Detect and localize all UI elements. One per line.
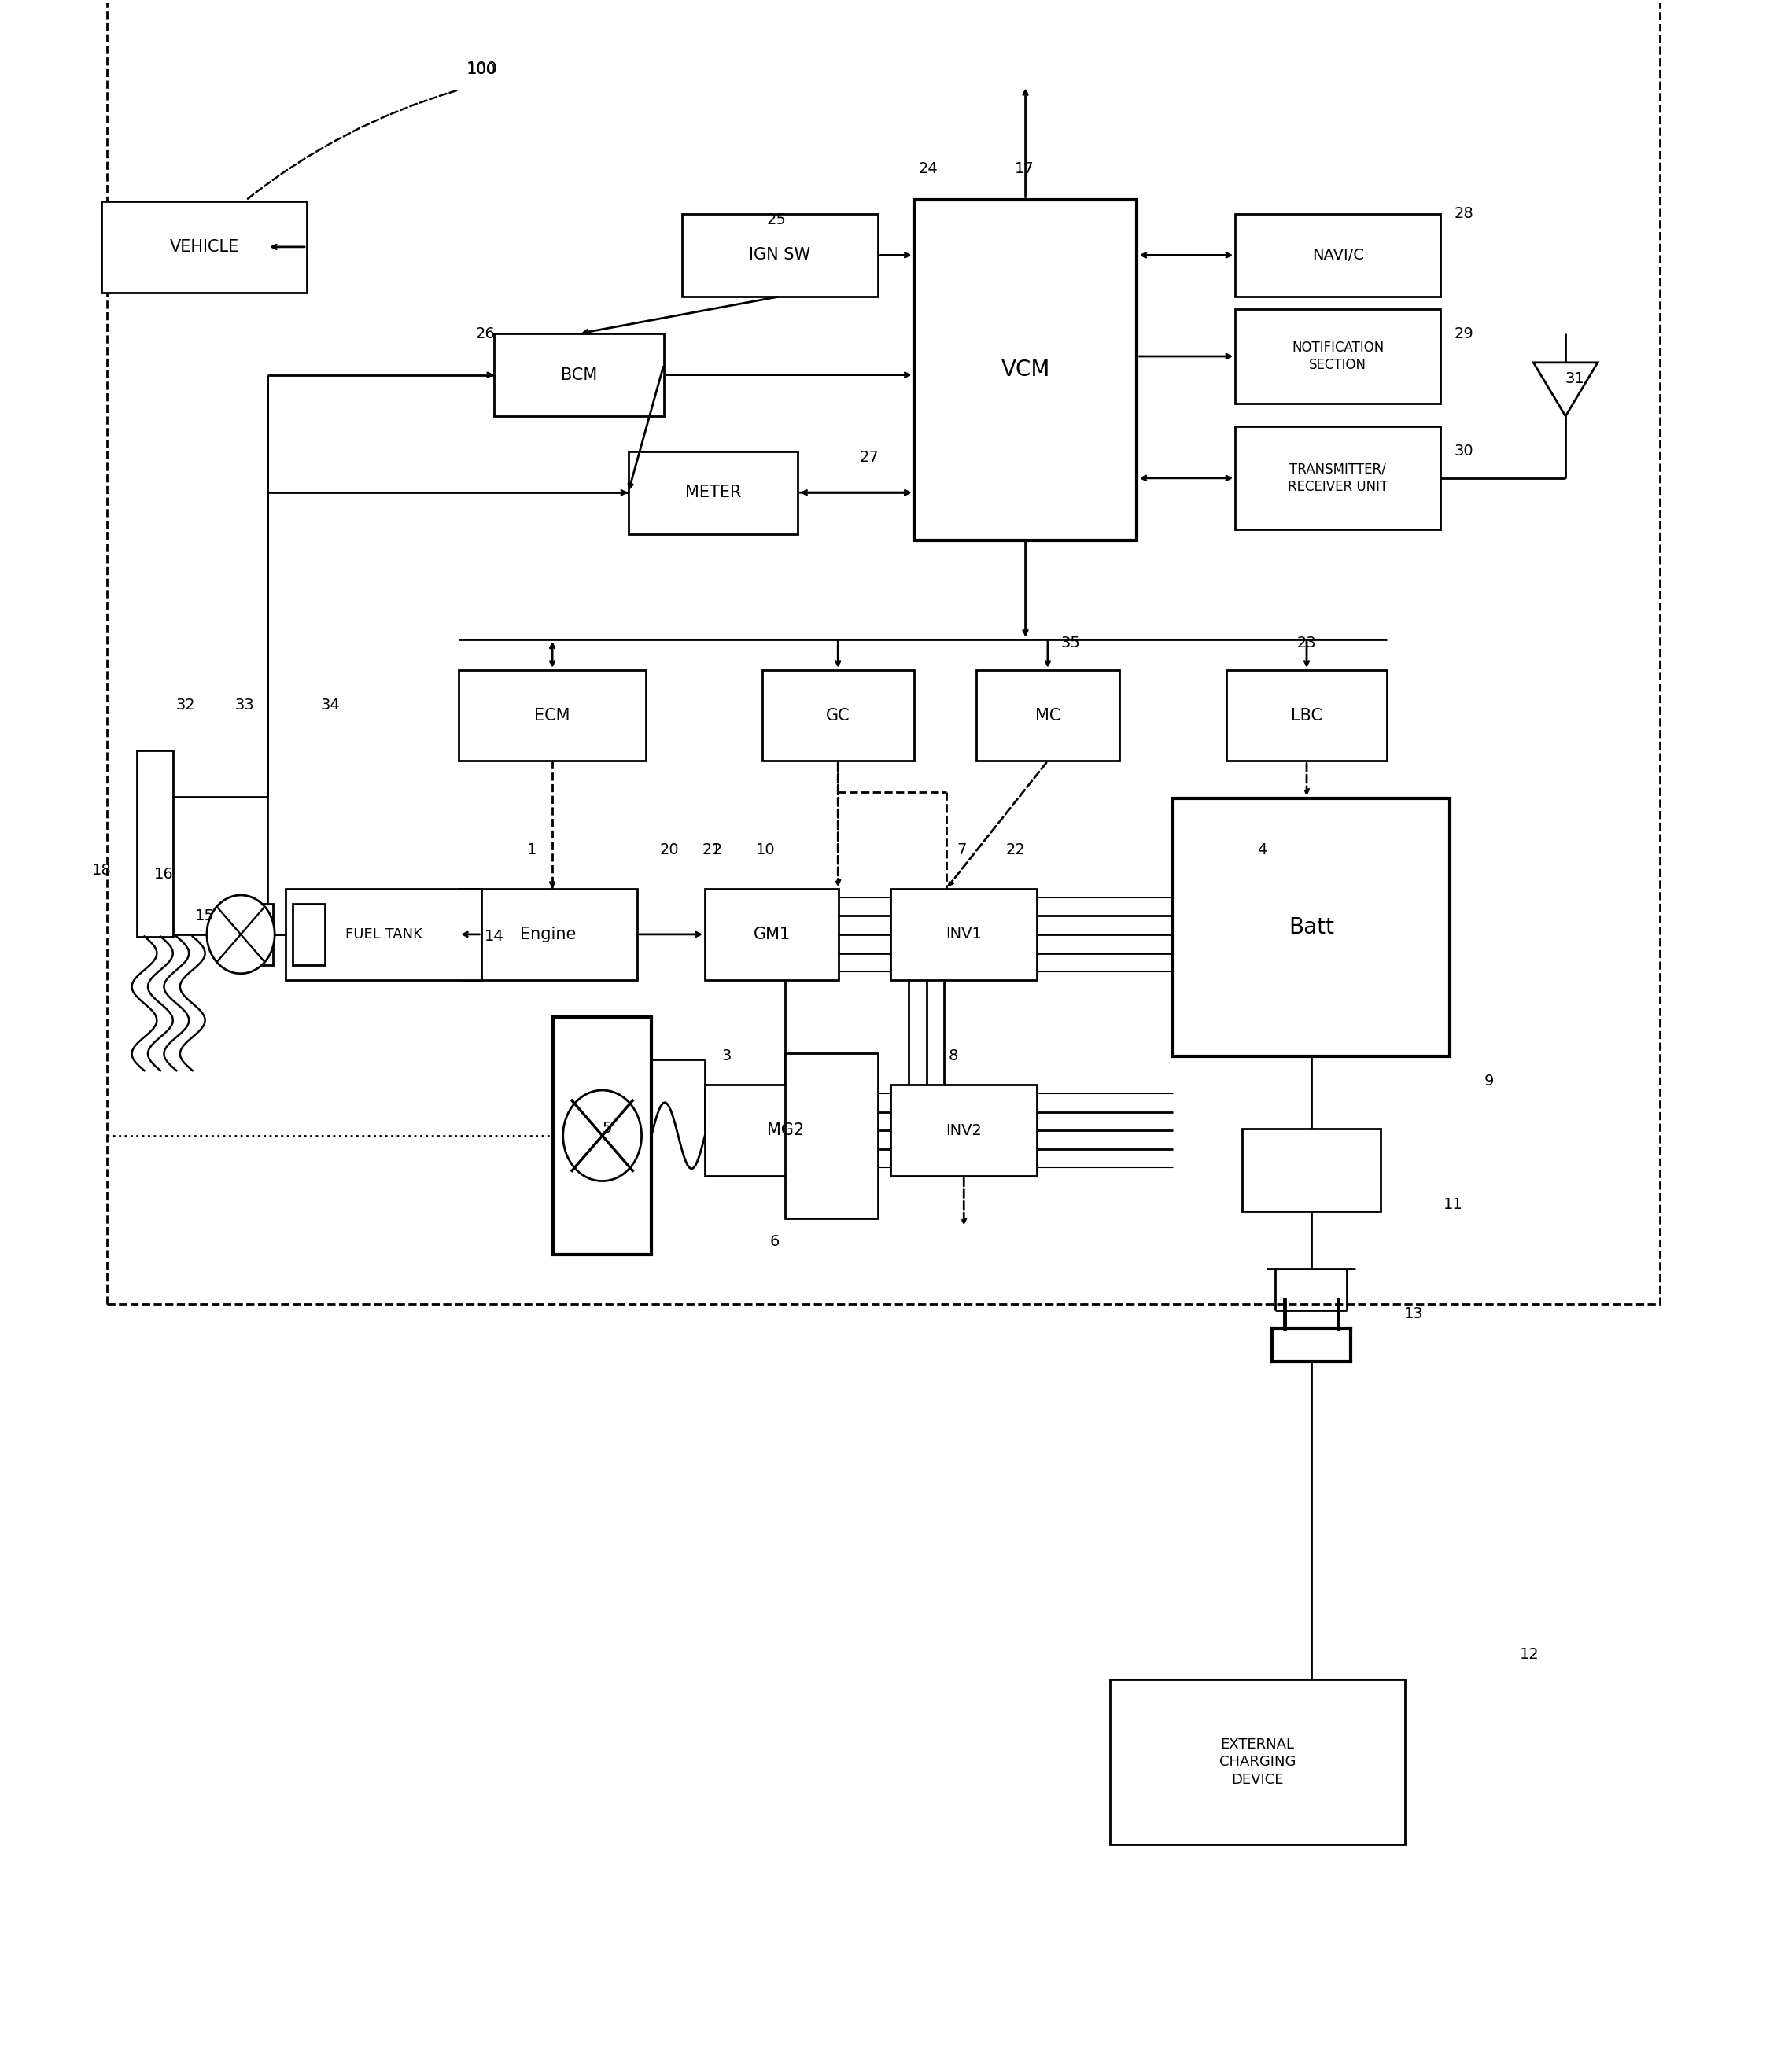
FancyBboxPatch shape: [1226, 671, 1387, 760]
Text: 11: 11: [1443, 1197, 1462, 1212]
Text: NOTIFICATION
SECTION: NOTIFICATION SECTION: [1292, 340, 1383, 373]
Text: Batt: Batt: [1288, 915, 1333, 938]
FancyBboxPatch shape: [1242, 1129, 1380, 1212]
Circle shape: [563, 1089, 642, 1180]
FancyBboxPatch shape: [1235, 427, 1441, 530]
FancyBboxPatch shape: [1172, 797, 1450, 1056]
Text: METER: METER: [685, 485, 742, 501]
Text: 25: 25: [767, 213, 787, 228]
Text: NAVI/C: NAVI/C: [1312, 249, 1364, 263]
Text: 34: 34: [321, 698, 340, 712]
FancyBboxPatch shape: [977, 671, 1120, 760]
Text: 13: 13: [1405, 1307, 1423, 1321]
FancyBboxPatch shape: [629, 451, 797, 534]
Text: LBC: LBC: [1290, 708, 1322, 723]
Text: 31: 31: [1564, 371, 1584, 387]
Text: 15: 15: [195, 909, 215, 924]
Text: 16: 16: [154, 868, 174, 882]
Text: 18: 18: [91, 864, 111, 878]
Text: 6: 6: [771, 1234, 780, 1249]
FancyBboxPatch shape: [495, 333, 663, 416]
Text: 27: 27: [860, 449, 878, 464]
FancyBboxPatch shape: [1111, 1680, 1405, 1845]
Text: EXTERNAL
CHARGING
DEVICE: EXTERNAL CHARGING DEVICE: [1219, 1738, 1296, 1787]
Text: 28: 28: [1453, 207, 1473, 222]
Circle shape: [206, 895, 274, 973]
Text: VCM: VCM: [1002, 358, 1050, 381]
Text: Engine: Engine: [520, 926, 575, 942]
Text: BCM: BCM: [561, 367, 597, 383]
FancyBboxPatch shape: [102, 201, 306, 292]
Text: 29: 29: [1453, 325, 1473, 342]
Text: ECM: ECM: [534, 708, 570, 723]
Text: 12: 12: [1520, 1646, 1539, 1663]
FancyBboxPatch shape: [891, 888, 1038, 980]
Text: 5: 5: [602, 1120, 611, 1135]
FancyBboxPatch shape: [459, 671, 647, 760]
Text: 32: 32: [176, 698, 195, 712]
FancyBboxPatch shape: [1235, 309, 1441, 404]
FancyBboxPatch shape: [785, 1052, 878, 1218]
Text: TRANSMITTER/
RECEIVER UNIT: TRANSMITTER/ RECEIVER UNIT: [1288, 462, 1389, 493]
FancyBboxPatch shape: [704, 1085, 866, 1176]
Text: GC: GC: [826, 708, 849, 723]
FancyBboxPatch shape: [292, 903, 324, 965]
Text: 35: 35: [1061, 636, 1081, 650]
Text: FUEL TANK: FUEL TANK: [346, 928, 423, 942]
Text: 7: 7: [957, 843, 968, 857]
Polygon shape: [1534, 362, 1598, 416]
Text: INV1: INV1: [946, 928, 982, 942]
FancyBboxPatch shape: [681, 213, 878, 296]
FancyBboxPatch shape: [914, 199, 1138, 541]
Text: 1: 1: [527, 843, 536, 857]
FancyBboxPatch shape: [1235, 213, 1441, 296]
Text: 3: 3: [722, 1048, 731, 1064]
FancyBboxPatch shape: [459, 888, 638, 980]
FancyBboxPatch shape: [704, 888, 839, 980]
Text: 2: 2: [713, 843, 722, 857]
Text: 23: 23: [1297, 636, 1317, 650]
Text: VEHICLE: VEHICLE: [170, 238, 238, 255]
Text: 100: 100: [468, 62, 496, 77]
FancyBboxPatch shape: [554, 1017, 652, 1255]
Text: 24: 24: [919, 162, 937, 176]
Text: 30: 30: [1453, 443, 1473, 460]
Text: 33: 33: [235, 698, 254, 712]
Text: 14: 14: [484, 930, 504, 944]
Text: MG2: MG2: [767, 1122, 805, 1139]
FancyBboxPatch shape: [285, 888, 482, 980]
Text: INV2: INV2: [946, 1122, 982, 1137]
Text: GM1: GM1: [753, 926, 790, 942]
Text: 4: 4: [1258, 843, 1267, 857]
FancyBboxPatch shape: [138, 750, 172, 936]
FancyBboxPatch shape: [891, 1085, 1038, 1176]
Text: 21: 21: [702, 843, 722, 857]
Text: 22: 22: [1005, 843, 1025, 857]
Text: 9: 9: [1484, 1073, 1495, 1089]
FancyBboxPatch shape: [762, 671, 914, 760]
Text: 100: 100: [466, 62, 498, 77]
FancyBboxPatch shape: [240, 903, 272, 965]
Text: 20: 20: [659, 843, 679, 857]
Text: 8: 8: [948, 1048, 959, 1064]
Text: 17: 17: [1014, 162, 1034, 176]
Text: 10: 10: [756, 843, 776, 857]
Text: 26: 26: [475, 325, 495, 342]
Text: MC: MC: [1036, 708, 1061, 723]
Text: IGN SW: IGN SW: [749, 246, 810, 263]
